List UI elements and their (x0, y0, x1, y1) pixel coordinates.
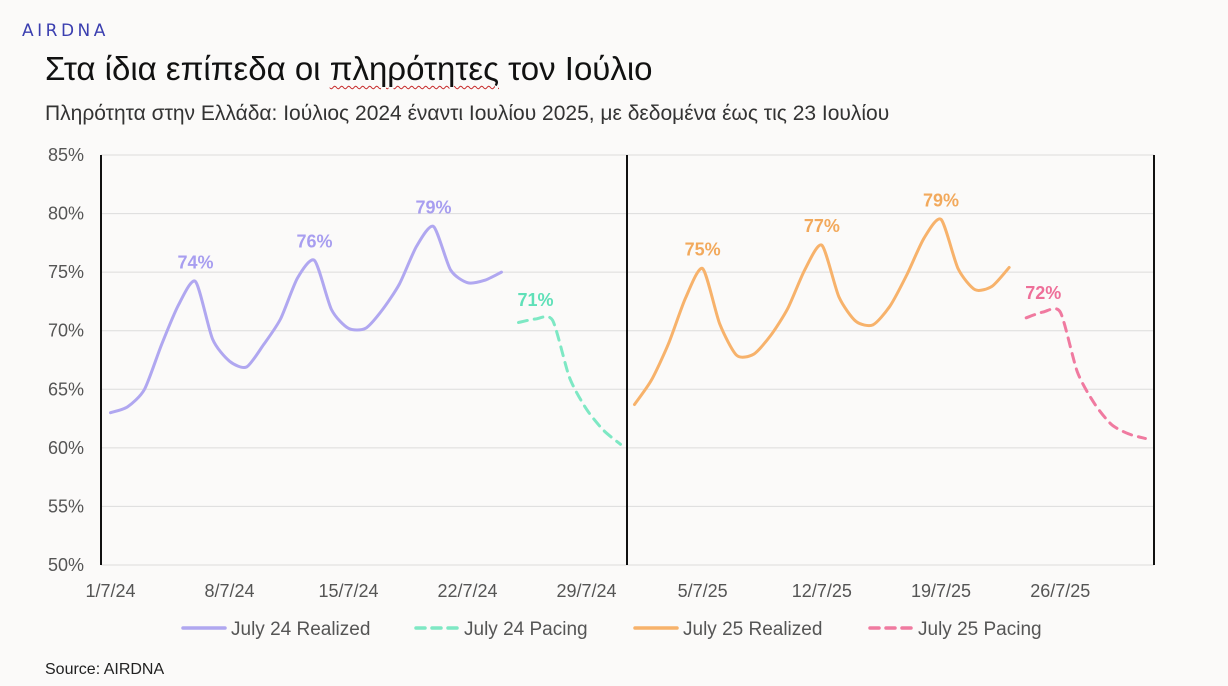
chart-title: Στα ίδια επίπεδα οι πληρότητες τον Ιούλι… (45, 50, 653, 88)
data-labels: 74% 76% 79% 71% 75% 77% 79% 72% (177, 190, 1061, 310)
x-tick-label: 15/7/24 (318, 581, 378, 601)
y-tick-label: 80% (48, 204, 84, 224)
title-part-2: πληρότητες (329, 50, 500, 87)
series-line-july-24-pacing (517, 315, 622, 446)
data-label: 79% (415, 197, 451, 217)
x-tick-label: 1/7/24 (85, 581, 135, 601)
y-tick-label: 75% (48, 262, 84, 282)
occupancy-line-chart: 50% 55% 60% 65% 70% 75% 80% 85% 1/7/24 8/7/24 15/7… (48, 145, 1155, 640)
data-label: 72% (1025, 283, 1061, 303)
airdna-logo: AIRDNA (22, 21, 109, 41)
data-label: 71% (517, 290, 553, 310)
y-tick-label: 60% (48, 438, 84, 458)
x-tick-label: 22/7/24 (437, 581, 497, 601)
data-label: 74% (177, 253, 213, 273)
x-tick-label: 26/7/25 (1030, 581, 1090, 601)
y-tick-label: 50% (48, 555, 84, 575)
data-label: 76% (296, 231, 332, 251)
y-tick-label: 55% (48, 496, 84, 516)
title-part-1: Στα ίδια επίπεδα οι (45, 50, 330, 87)
series-line-july-25-realized (633, 217, 1011, 407)
series-line-july-25-pacing (1024, 307, 1147, 440)
x-tick-label: 5/7/25 (678, 581, 728, 601)
series-line-july-24-realized (109, 224, 503, 415)
y-tick-label: 85% (48, 145, 84, 165)
x-tick-label: 29/7/24 (556, 581, 616, 601)
data-label: 75% (685, 240, 721, 260)
chart-subtitle: Πληρότητα στην Ελλάδα: Ιούλιος 2024 έναν… (45, 102, 890, 125)
y-tick-label: 70% (48, 321, 84, 341)
legend: July 24 Realized July 24 Pacing July 25 Re… (181, 619, 1042, 640)
data-label: 79% (923, 190, 959, 210)
legend-label: July 24 Pacing (464, 619, 588, 640)
legend-label: July 24 Realized (231, 619, 370, 640)
series-lines (109, 217, 1147, 446)
source-note: Source: AIRDNA (45, 661, 165, 678)
data-label: 77% (804, 216, 840, 236)
legend-label: July 25 Realized (683, 619, 822, 640)
legend-label: July 25 Pacing (918, 619, 1042, 640)
x-tick-label: 19/7/25 (911, 581, 971, 601)
y-tick-label: 65% (48, 379, 84, 399)
axes: 50% 55% 60% 65% 70% 75% 80% 85% 1/7/24 8/7/24 15/7… (48, 145, 1155, 601)
x-tick-label: 12/7/25 (792, 581, 852, 601)
x-tick-label: 8/7/24 (204, 581, 254, 601)
title-part-3: τον Ιούλιο (499, 50, 653, 87)
